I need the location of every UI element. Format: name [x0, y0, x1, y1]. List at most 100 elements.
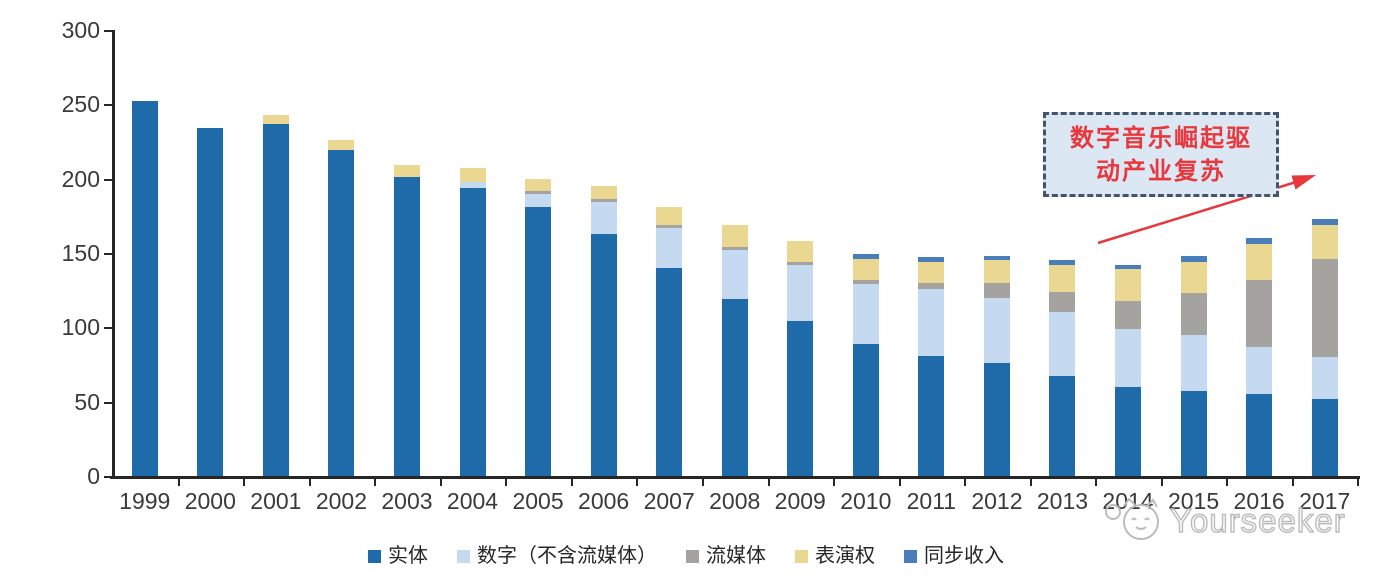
legend-label: 实体: [388, 545, 428, 567]
bar-segment-数字（不含流媒体）: [918, 288, 945, 356]
x-axis-tick: [1160, 479, 1163, 486]
bar-segment-流媒体: [656, 224, 683, 228]
bar-segment-实体: [525, 206, 552, 476]
legend-swatch-icon: [457, 549, 470, 563]
bar-segment-数字（不含流媒体）: [787, 264, 814, 322]
bar-segment-表演权: [1246, 244, 1273, 280]
bar-segment-表演权: [721, 224, 748, 248]
legend-label: 数字（不含流媒体）: [477, 545, 657, 567]
bar-segment-实体: [721, 299, 748, 476]
x-axis-label: 2016: [1233, 488, 1285, 514]
bar-segment-数字（不含流媒体）: [1115, 328, 1142, 387]
x-axis-label: 2010: [840, 488, 892, 514]
bar-segment-实体: [1311, 398, 1338, 476]
bar-segment-数字（不含流媒体）: [590, 202, 617, 234]
bar-segment-实体: [328, 150, 355, 476]
bar-segment-流媒体: [1049, 291, 1076, 313]
x-axis-tick: [701, 479, 704, 486]
bar-segment-实体: [852, 343, 879, 476]
bar-segment-表演权: [525, 178, 552, 191]
y-axis-tick: [104, 104, 112, 107]
x-axis-tick: [243, 479, 246, 486]
x-axis-tick: [1357, 479, 1360, 486]
bar-segment-表演权: [1311, 224, 1338, 259]
bar-segment-表演权: [590, 186, 617, 200]
y-axis-label: 250: [61, 91, 100, 118]
bar-segment-数字（不含流媒体）: [1049, 312, 1076, 377]
x-axis-tick: [177, 479, 180, 486]
x-axis-tick: [374, 479, 377, 486]
bar-segment-实体: [197, 128, 224, 476]
x-axis-label: 2001: [250, 488, 302, 514]
bar-segment-数字（不含流媒体）: [1246, 346, 1273, 395]
bar-segment-数字（不含流媒体）: [525, 193, 552, 207]
bar-segment-同步收入: [1049, 260, 1076, 265]
bar-segment-数字（不含流媒体）: [721, 250, 748, 300]
legend-item-2: 流媒体: [686, 546, 766, 566]
y-axis-label: 50: [74, 388, 100, 415]
x-axis-tick: [833, 479, 836, 486]
x-axis-label: 2011: [906, 488, 957, 514]
bar-segment-流媒体: [918, 282, 945, 289]
bar-segment-表演权: [262, 114, 289, 124]
bar-segment-数字（不含流媒体）: [852, 284, 879, 344]
y-axis-tick: [104, 476, 112, 478]
legend-item-1: 数字（不含流媒体）: [457, 546, 657, 566]
x-axis-tick: [964, 479, 967, 486]
x-axis-label: 2017: [1299, 488, 1351, 514]
x-axis-tick: [439, 479, 442, 486]
x-axis-tick: [505, 479, 508, 486]
bar-segment-同步收入: [852, 254, 879, 259]
bar-segment-同步收入: [1311, 218, 1338, 225]
x-axis-tick: [1029, 479, 1032, 486]
bar-segment-实体: [1115, 386, 1142, 476]
bar-segment-表演权: [656, 206, 683, 225]
y-axis-tick: [104, 253, 112, 255]
bar-segment-实体: [1246, 394, 1273, 476]
bar-segment-实体: [1180, 391, 1207, 476]
bar-segment-实体: [393, 177, 420, 476]
bar-segment-表演权: [393, 165, 420, 178]
bar-segment-实体: [918, 355, 945, 476]
bar-segment-数字（不含流媒体）: [1180, 334, 1207, 392]
bar-segment-流媒体: [983, 282, 1010, 298]
x-axis-label: 2012: [971, 488, 1023, 514]
bar-segment-流媒体: [787, 261, 814, 265]
legend-label: 流媒体: [706, 545, 766, 567]
bar-segment-流媒体: [1311, 258, 1338, 358]
x-axis-label: 2000: [184, 488, 236, 514]
annotation-text-line1: 数字音乐崛起驱: [1070, 124, 1252, 152]
bar-segment-同步收入: [1246, 238, 1273, 245]
bar-segment-实体: [262, 123, 289, 476]
bar-segment-表演权: [328, 140, 355, 151]
bar-segment-实体: [131, 101, 158, 476]
y-axis-label: 300: [61, 17, 100, 43]
legend-swatch-icon: [686, 549, 699, 563]
bar-segment-实体: [590, 233, 617, 476]
y-axis-tick: [104, 401, 112, 404]
bar-segment-同步收入: [1115, 264, 1142, 270]
x-axis-tick: [898, 479, 901, 486]
x-axis-label: 2005: [512, 488, 564, 514]
x-axis-tick: [1095, 479, 1098, 486]
bar-segment-流媒体: [590, 199, 617, 203]
bar-segment-同步收入: [983, 255, 1010, 261]
x-axis-label: 2002: [315, 488, 367, 514]
y-axis-label: 200: [61, 165, 100, 192]
x-axis-label: 2003: [381, 488, 433, 514]
watermark: Yourseeker: [1102, 498, 1346, 544]
legend: 实体 数字（不含流媒体） 流媒体 表演权 同步收入: [368, 546, 1004, 566]
cat-logo-icon: [1105, 498, 1159, 540]
x-axis: [110, 476, 1360, 479]
bar-segment-表演权: [787, 241, 814, 262]
bar-segment-流媒体: [721, 247, 748, 251]
bar-segment-数字（不含流媒体）: [983, 297, 1010, 363]
x-axis-tick: [636, 479, 639, 486]
y-axis-label: 100: [61, 314, 100, 341]
x-axis-tick: [308, 479, 311, 486]
bar-segment-实体: [1049, 376, 1076, 476]
bar-segment-表演权: [983, 260, 1010, 283]
x-axis-label: 2004: [446, 488, 499, 514]
legend-item-4: 同步收入: [904, 546, 1004, 566]
